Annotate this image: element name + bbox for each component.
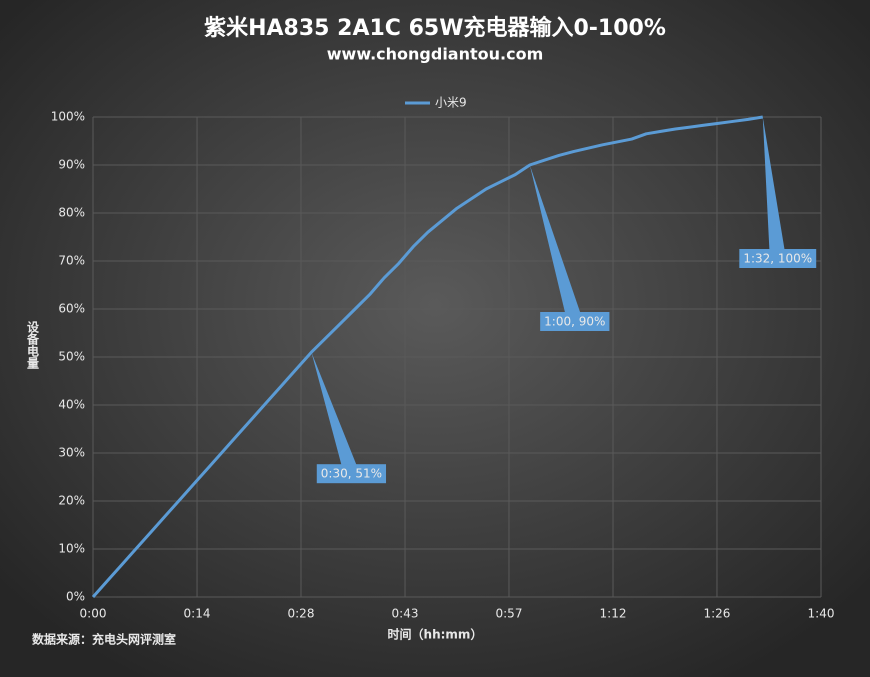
callout-pointer	[311, 352, 360, 473]
y-tick-label: 40%	[58, 398, 85, 412]
x-tick-label: 0:57	[496, 607, 523, 621]
chart-subtitle: www.chongdiantou.com	[327, 45, 544, 64]
annotation-box	[316, 464, 387, 484]
x-tick-label: 1:12	[600, 607, 627, 621]
line	[91, 115, 764, 598]
y-tick-label: 60%	[58, 302, 85, 316]
y-tick-label: 30%	[58, 446, 85, 460]
callout-pointer	[529, 165, 583, 320]
y-tick-label: 100%	[51, 110, 85, 124]
annotation-box	[739, 249, 817, 268]
annotation-label: 1:32, 100%	[743, 252, 812, 266]
annotation: 1:32, 100%	[739, 117, 817, 268]
y-axis-label: 设备电量	[26, 320, 40, 369]
y-tick-label: 10%	[58, 542, 85, 556]
x-tick-label: 1:26	[703, 607, 730, 621]
annotation: 0:30, 51%	[311, 352, 387, 484]
callout-pointer	[762, 117, 786, 257]
y-tick-label: 80%	[58, 206, 85, 220]
x-tick-label: 0:28	[288, 607, 315, 621]
x-tick-label: 0:43	[392, 607, 419, 621]
x-axis-label: 时间（hh:mm）	[388, 627, 483, 642]
y-tick-label: 70%	[58, 254, 85, 268]
x-tick-label: 0:14	[184, 607, 211, 621]
annotation-box	[540, 312, 610, 331]
y-tick-label: 0%	[66, 590, 85, 604]
x-tick-label: 0:00	[80, 607, 107, 621]
source: 数据来源：充电头网评测室	[32, 632, 176, 647]
y-tick-label: 50%	[58, 350, 85, 364]
annotation: 1:00, 90%	[529, 165, 610, 331]
legend-label: 小米9	[435, 96, 467, 110]
chart-title: 紫米HA835 2A1C 65W充电器输入0-100%	[204, 15, 666, 41]
y-tick-label: 20%	[58, 494, 85, 508]
y-tick-label: 90%	[58, 158, 85, 172]
annotation-label: 0:30, 51%	[321, 467, 382, 481]
annotation-label: 1:00, 90%	[544, 315, 605, 329]
x-tick-label: 1:40	[808, 607, 835, 621]
